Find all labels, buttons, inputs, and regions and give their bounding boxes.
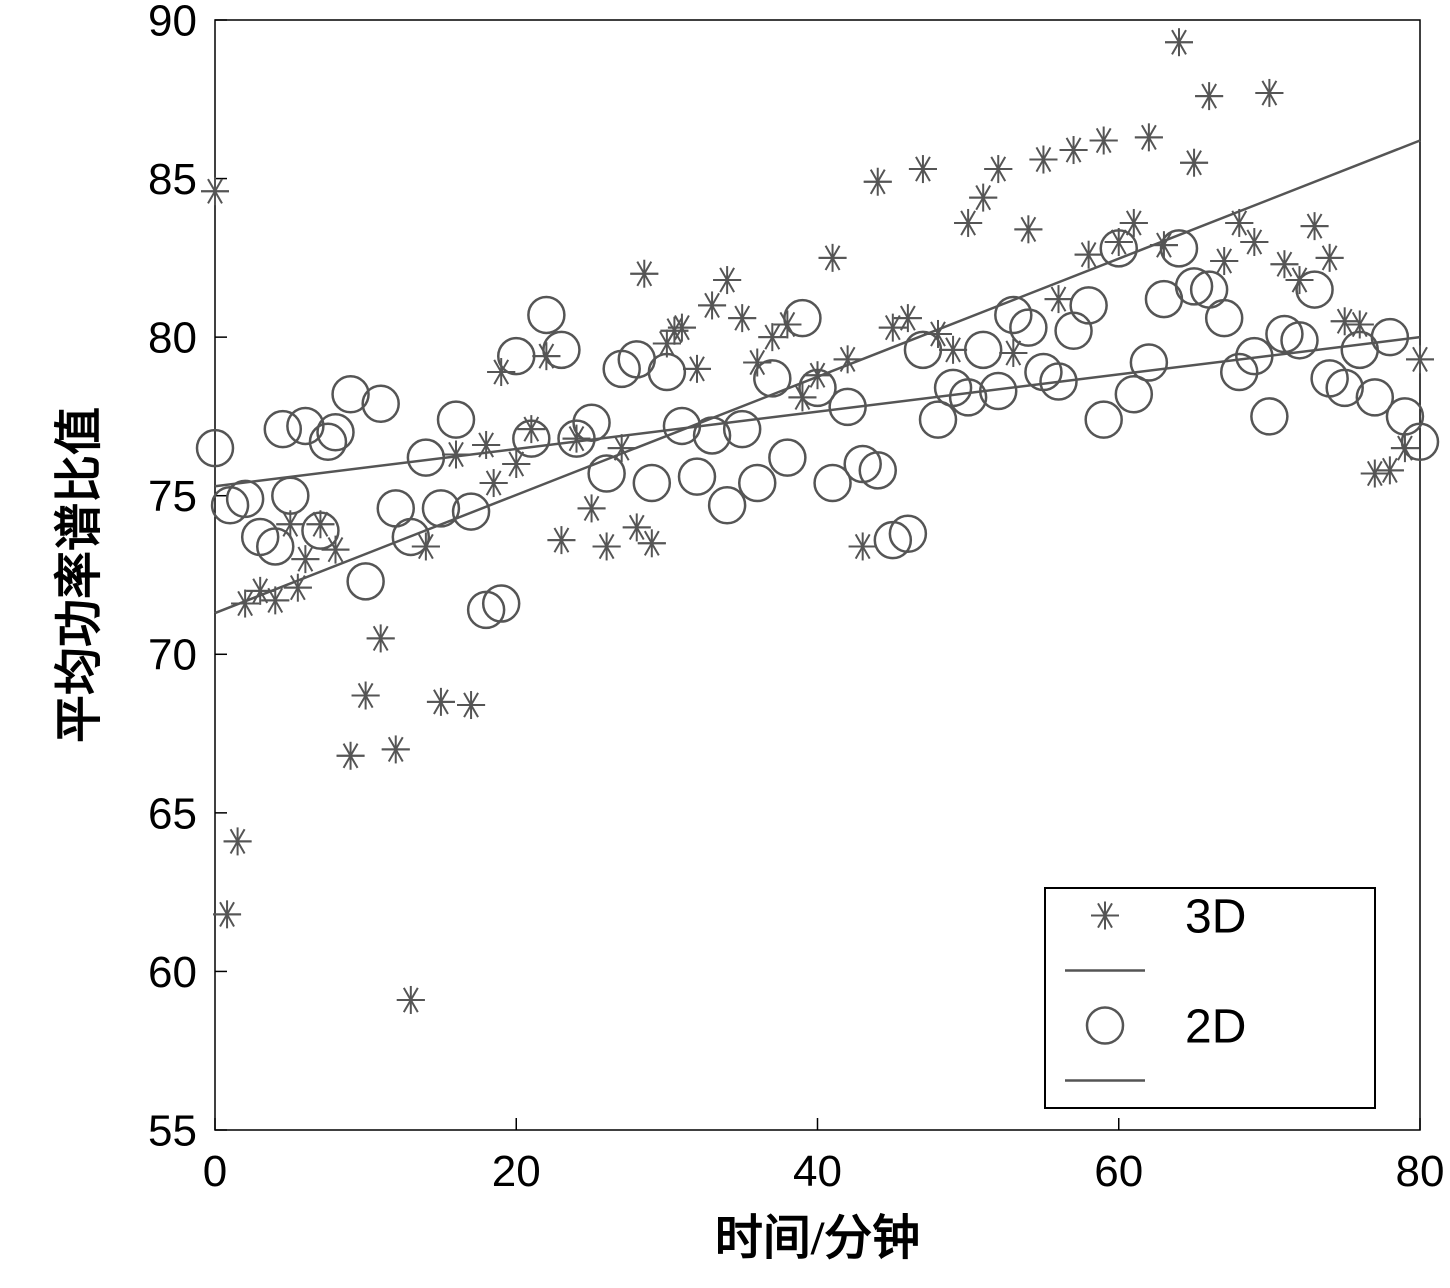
y-tick-label: 65 [148, 789, 197, 838]
legend-label: 2D [1185, 1000, 1246, 1053]
y-tick-label: 90 [148, 0, 197, 45]
legend-label: 3D [1185, 890, 1246, 943]
scatter-chart: 0 20 40 60 80 55 60 65 70 75 80 85 90 时间/分钟 平均功率谱比值 3D 2… [0, 0, 1450, 1288]
x-tick-label: 60 [1094, 1147, 1143, 1196]
y-tick-label: 70 [148, 631, 197, 680]
x-tick-label: 80 [1396, 1147, 1445, 1196]
x-tick-label: 0 [203, 1147, 227, 1196]
y-axis-label: 平均功率谱比值 [53, 407, 106, 743]
y-tick-label: 60 [148, 948, 197, 997]
x-tick-label: 20 [492, 1147, 541, 1196]
y-tick-label: 85 [148, 155, 197, 204]
chart-bg [0, 0, 1450, 1288]
y-tick-label: 75 [148, 472, 197, 521]
y-tick-label: 55 [148, 1106, 197, 1155]
x-axis-label: 时间/分钟 [715, 1212, 920, 1265]
x-tick-label: 40 [793, 1147, 842, 1196]
y-tick-label: 80 [148, 314, 197, 363]
